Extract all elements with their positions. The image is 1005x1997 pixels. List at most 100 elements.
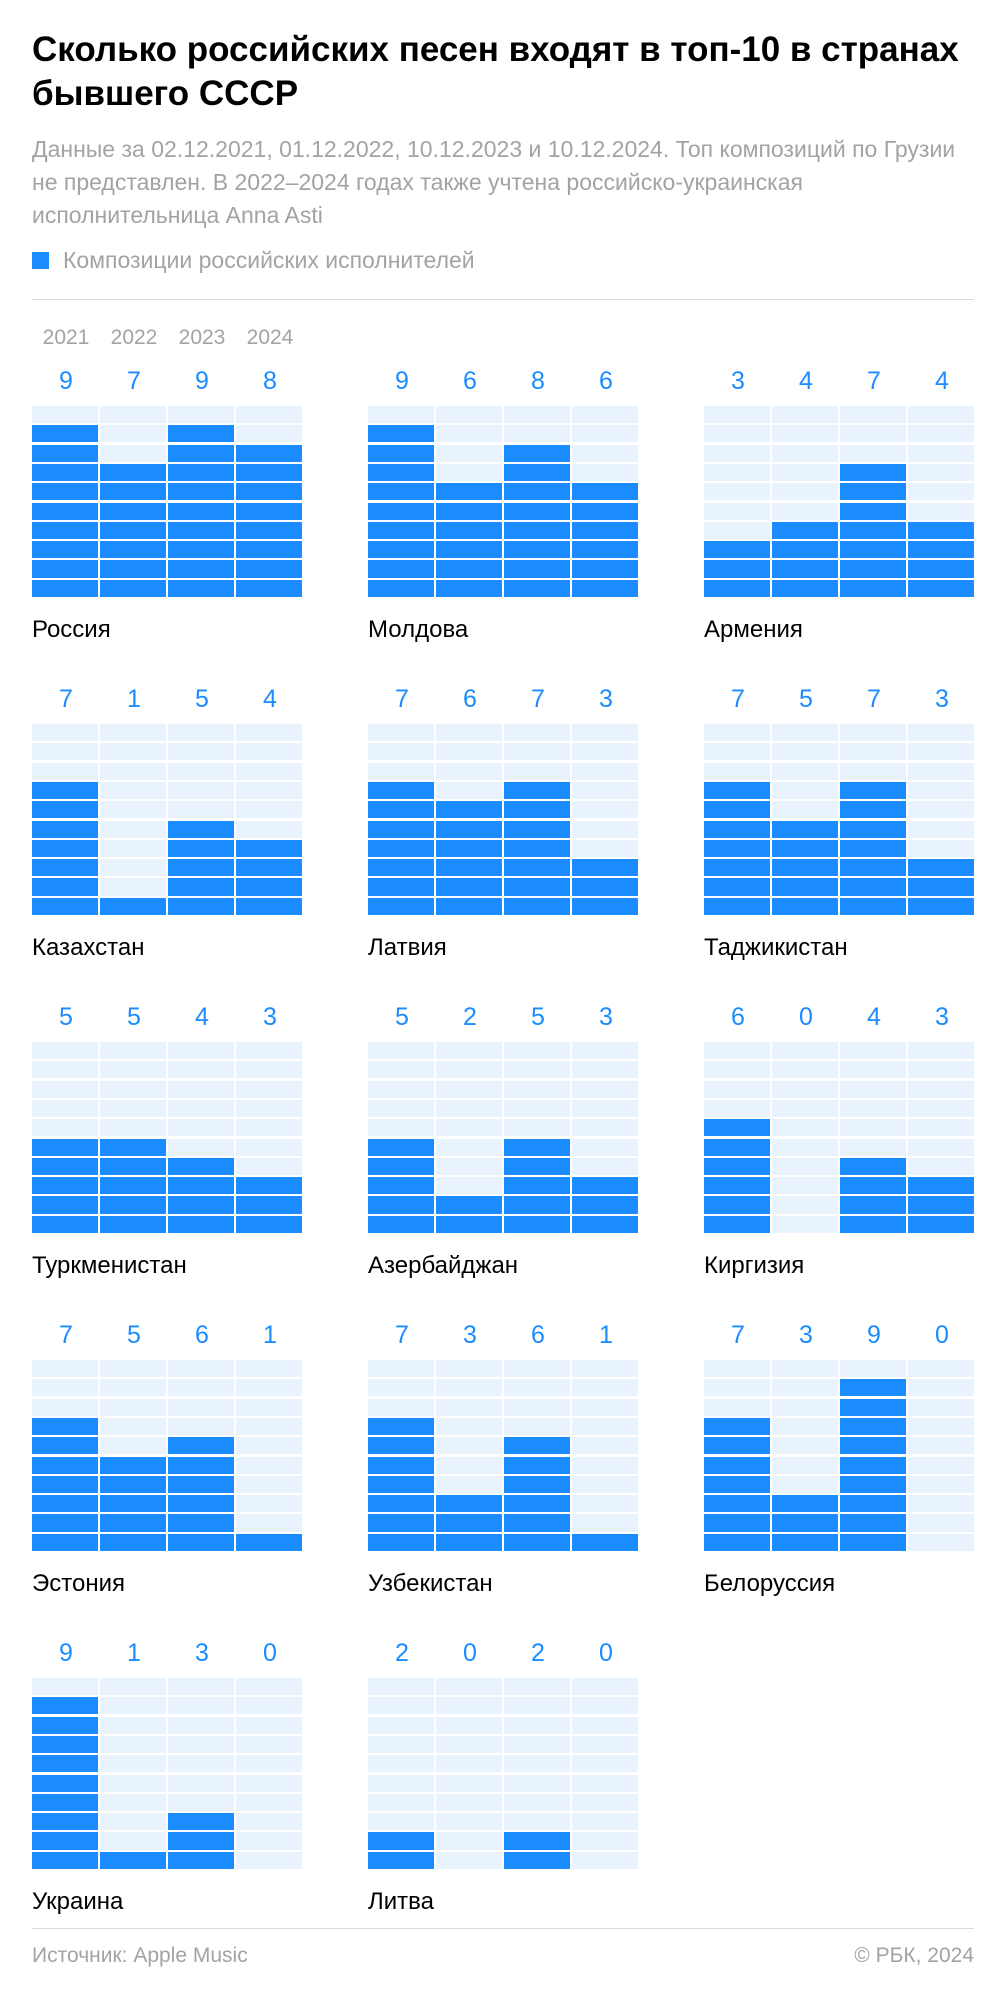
bar-cell-empty	[368, 762, 434, 780]
bar-cell-filled	[100, 541, 166, 559]
bar-cell-empty	[840, 1138, 906, 1156]
bar-cell-filled	[908, 1215, 974, 1233]
bar-cell-empty	[772, 1437, 838, 1455]
bar-cell-filled	[840, 560, 906, 578]
bar-cell-filled	[236, 1196, 302, 1214]
bar-cell-filled	[840, 1456, 906, 1474]
bar-cell-filled	[572, 521, 638, 539]
bar-cell-empty	[236, 1157, 302, 1175]
bar-cell-empty	[908, 406, 974, 424]
bar-cell-empty	[704, 1360, 770, 1378]
bar-cell-empty	[100, 1379, 166, 1397]
bar-cell-empty	[236, 1697, 302, 1715]
bar-cell-filled	[772, 859, 838, 877]
data-label: 0	[463, 1639, 477, 1667]
bar-cell-empty	[772, 724, 838, 742]
bar-cell-filled	[168, 1437, 234, 1455]
country-name: Туркменистан	[32, 1252, 187, 1279]
bar-cell-empty	[100, 1042, 166, 1060]
bar-cell-filled	[32, 878, 98, 896]
bar-cell-filled	[168, 1813, 234, 1831]
bar-cell-filled	[168, 1456, 234, 1474]
bar-cell-empty	[840, 1119, 906, 1137]
bar-grid	[368, 1678, 638, 1871]
data-label: 7	[395, 1321, 409, 1349]
bar-cell-empty	[236, 1851, 302, 1869]
bar-cell-filled	[504, 1177, 570, 1195]
bar-cell-filled	[704, 801, 770, 819]
bar-grid	[368, 1042, 638, 1235]
bar-cell-empty	[236, 1119, 302, 1137]
bar-cell-empty	[772, 1456, 838, 1474]
bar-cell-filled	[772, 521, 838, 539]
bar-cell-empty	[168, 1697, 234, 1715]
bar-cell-empty	[236, 1061, 302, 1079]
bar-cell-empty	[368, 1119, 434, 1137]
bar-cell-empty	[772, 1398, 838, 1416]
bar-cell-empty	[236, 1678, 302, 1696]
bar-cell-empty	[436, 1735, 502, 1754]
bar-cell-empty	[840, 425, 906, 443]
bar-cell-filled	[168, 1196, 234, 1214]
bar-cell-empty	[772, 1080, 838, 1098]
bar-cell-filled	[504, 1215, 570, 1233]
bar-cell-filled	[436, 820, 502, 838]
bar-cell-filled	[168, 1157, 234, 1175]
bar-cell-empty	[572, 839, 638, 857]
bar-cell-filled	[772, 1514, 838, 1532]
bar-cell-empty	[100, 724, 166, 742]
bar-cell-filled	[236, 579, 302, 597]
data-label: 2	[395, 1639, 409, 1667]
bar-cell-filled	[772, 820, 838, 838]
bar-cell-empty	[840, 762, 906, 780]
bar-cell-empty	[100, 839, 166, 857]
bar-cell-empty	[32, 743, 98, 761]
bar-cell-empty	[504, 1716, 570, 1734]
bar-cell-empty	[436, 1456, 502, 1474]
bar-grid	[704, 1042, 974, 1235]
bar-cell-empty	[772, 801, 838, 819]
bar-cell-empty	[32, 1398, 98, 1416]
bar-cell-empty	[436, 1099, 502, 1118]
year-label: 2022	[110, 326, 158, 349]
bar-cell-empty	[100, 1755, 166, 1773]
bar-cell-empty	[908, 463, 974, 482]
value-labels: 7 3 6 1	[368, 1320, 640, 1350]
bar-cell-filled	[368, 1533, 434, 1551]
data-label: 7	[395, 685, 409, 713]
bar-cell-filled	[572, 859, 638, 877]
bar-cell-filled	[840, 897, 906, 915]
bar-cell-empty	[236, 1417, 302, 1436]
bar-cell-empty	[100, 1061, 166, 1079]
bar-cell-filled	[704, 1157, 770, 1175]
bar-cell-filled	[504, 483, 570, 501]
bar-cell-empty	[504, 1360, 570, 1378]
value-labels: 7 5 7 3	[704, 684, 976, 714]
bar-cell-filled	[168, 1832, 234, 1850]
bar-cell-empty	[168, 1735, 234, 1754]
bar-cell-empty	[236, 1735, 302, 1754]
data-label: 6	[599, 367, 613, 395]
bar-cell-empty	[236, 1042, 302, 1060]
bar-cell-filled	[32, 1832, 98, 1850]
bar-cell-empty	[772, 483, 838, 501]
data-label: 7	[731, 1321, 745, 1349]
bar-cell-empty	[908, 502, 974, 520]
bar-cell-filled	[504, 801, 570, 819]
bar-cell-filled	[368, 820, 434, 838]
country-name: Таджикистан	[704, 934, 848, 961]
bar-cell-empty	[368, 1678, 434, 1696]
bar-cell-filled	[168, 1514, 234, 1532]
bar-cell-filled	[168, 1475, 234, 1493]
data-label: 9	[59, 1639, 73, 1667]
bar-cell-filled	[100, 1196, 166, 1214]
bar-cell-filled	[236, 560, 302, 578]
bar-cell-empty	[100, 1735, 166, 1754]
bar-grid	[32, 1042, 302, 1235]
bar-cell-empty	[772, 1042, 838, 1060]
bar-cell-empty	[100, 1119, 166, 1137]
bar-cell-filled	[840, 1417, 906, 1436]
bar-cell-filled	[32, 897, 98, 915]
bar-cell-empty	[168, 1042, 234, 1060]
bar-cell-empty	[572, 1417, 638, 1436]
